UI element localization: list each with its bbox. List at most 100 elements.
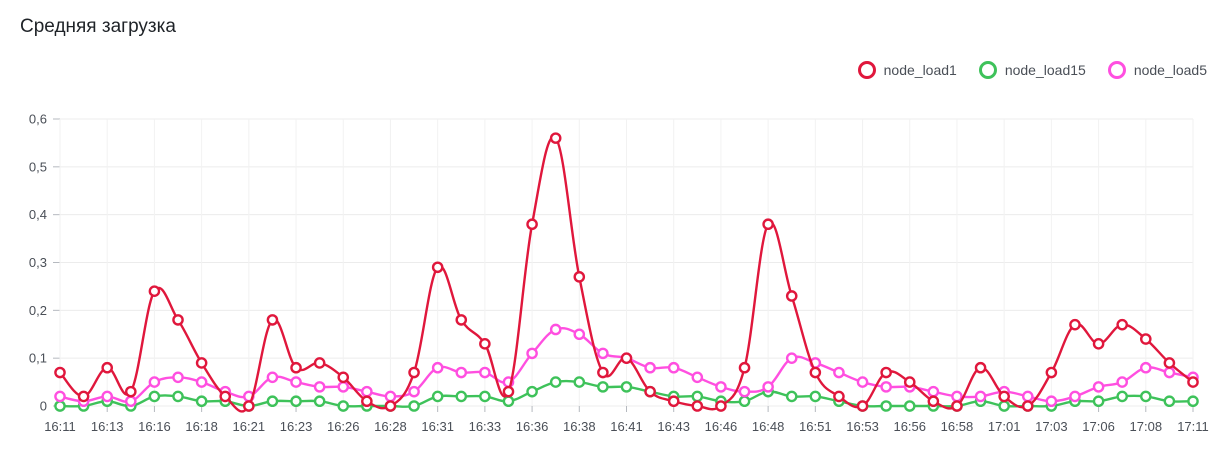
x-tick-label: 17:03 bbox=[1035, 419, 1068, 434]
x-tick-label: 16:56 bbox=[893, 419, 926, 434]
x-tick-label: 16:48 bbox=[752, 419, 785, 434]
x-tick-label: 16:11 bbox=[44, 419, 76, 434]
data-point-node-load5 bbox=[951, 390, 963, 403]
data-point-node-load1 bbox=[502, 385, 515, 398]
data-point-node-load5 bbox=[1139, 361, 1152, 374]
legend-item-node-load15[interactable]: node_load15 bbox=[978, 61, 1086, 79]
data-point-node-load15 bbox=[337, 400, 350, 412]
data-point-node-load5 bbox=[148, 376, 161, 388]
data-point-node-load5 bbox=[573, 328, 586, 341]
chart-title: Средняя загрузка bbox=[20, 16, 176, 37]
data-point-node-load5 bbox=[479, 366, 491, 379]
data-point-node-load1 bbox=[691, 400, 704, 412]
data-point-node-load5 bbox=[195, 376, 208, 388]
legend-marker-node-load1 bbox=[857, 61, 876, 79]
data-point-node-load1 bbox=[833, 390, 845, 403]
data-point-node-load1 bbox=[903, 376, 916, 388]
data-point-node-load1 bbox=[101, 361, 114, 374]
data-point-node-load5 bbox=[384, 390, 397, 403]
data-point-node-load1 bbox=[880, 366, 892, 379]
data-point-node-load15 bbox=[1139, 390, 1152, 403]
data-point-node-load15 bbox=[1092, 395, 1105, 408]
data-point-node-load1 bbox=[1163, 357, 1176, 369]
data-point-node-load1 bbox=[125, 385, 137, 398]
legend-label-node-load1: node_load1 bbox=[883, 62, 957, 78]
data-point-node-load5 bbox=[266, 371, 279, 384]
data-point-node-load1 bbox=[644, 385, 656, 398]
data-point-node-load1 bbox=[1092, 338, 1105, 350]
data-point-node-load1 bbox=[1021, 400, 1034, 412]
legend-label-node-load5: node_load5 bbox=[1133, 62, 1207, 78]
data-point-node-load15 bbox=[998, 400, 1010, 412]
data-point-node-load15 bbox=[54, 400, 66, 412]
data-point-node-load1 bbox=[455, 314, 468, 326]
data-point-node-load15 bbox=[903, 400, 916, 412]
series-node-load1 bbox=[54, 132, 1199, 413]
data-point-node-load1 bbox=[951, 400, 963, 412]
data-point-node-load15 bbox=[431, 390, 444, 403]
data-point-node-load15 bbox=[620, 381, 633, 393]
data-point-node-load5 bbox=[125, 395, 137, 408]
data-point-node-load1 bbox=[408, 366, 420, 379]
x-tick-label: 16:58 bbox=[941, 419, 974, 434]
data-point-node-load5 bbox=[1069, 390, 1081, 403]
y-tick-label: 0,2 bbox=[29, 303, 47, 318]
grid bbox=[53, 118, 1194, 412]
x-tick-label: 16:13 bbox=[91, 419, 124, 434]
data-point-node-load1 bbox=[998, 390, 1010, 403]
data-point-node-load5 bbox=[408, 385, 420, 398]
data-point-node-load15 bbox=[479, 390, 491, 403]
legend-item-node-load5[interactable]: node_load5 bbox=[1107, 61, 1207, 79]
x-tick-label: 16:41 bbox=[610, 419, 643, 434]
x-tick-label: 16:46 bbox=[705, 419, 738, 434]
legend-marker-node-load15 bbox=[978, 61, 997, 79]
data-point-node-load5 bbox=[549, 323, 562, 336]
legend-label-node-load15: node_load15 bbox=[1004, 62, 1086, 78]
data-point-node-load1 bbox=[1187, 376, 1199, 388]
data-point-node-load15 bbox=[455, 390, 468, 403]
data-point-node-load15 bbox=[408, 400, 420, 412]
data-point-node-load1 bbox=[384, 400, 397, 412]
data-point-node-load15 bbox=[313, 395, 326, 408]
data-point-node-load5 bbox=[691, 371, 704, 384]
x-tick-label: 17:01 bbox=[988, 419, 1021, 434]
data-point-node-load15 bbox=[809, 390, 822, 403]
data-point-node-load5 bbox=[667, 361, 680, 374]
x-tick-label: 16:33 bbox=[469, 419, 502, 434]
data-point-node-load1 bbox=[597, 366, 609, 379]
x-tick-label: 16:31 bbox=[421, 419, 454, 434]
data-point-node-load1 bbox=[667, 395, 680, 408]
data-point-node-load1 bbox=[195, 357, 208, 369]
x-tick-label: 17:11 bbox=[1177, 419, 1209, 434]
data-point-node-load15 bbox=[597, 381, 609, 393]
data-point-node-load15 bbox=[526, 385, 538, 398]
legend-marker-node-load5 bbox=[1107, 61, 1126, 79]
data-point-node-load1 bbox=[974, 361, 987, 374]
data-point-node-load15 bbox=[738, 395, 751, 408]
data-point-node-load1 bbox=[1045, 366, 1058, 379]
data-point-node-load5 bbox=[974, 390, 987, 403]
data-point-node-load1 bbox=[148, 285, 161, 298]
data-point-node-load5 bbox=[54, 390, 66, 403]
data-point-node-load1 bbox=[526, 218, 538, 231]
data-point-node-load15 bbox=[880, 400, 892, 412]
data-point-node-load5 bbox=[833, 366, 845, 379]
x-tick-label: 16:21 bbox=[233, 419, 266, 434]
data-point-node-load1 bbox=[77, 390, 90, 403]
data-point-node-load5 bbox=[762, 381, 774, 393]
x-tick-label: 16:43 bbox=[657, 419, 690, 434]
data-point-node-load5 bbox=[1045, 395, 1058, 408]
y-tick-label: 0,5 bbox=[29, 159, 47, 174]
data-point-node-load5 bbox=[856, 376, 869, 388]
data-point-node-load15 bbox=[502, 395, 515, 408]
data-point-node-load5 bbox=[361, 385, 373, 398]
x-tick-label: 16:16 bbox=[138, 419, 171, 434]
data-point-node-load5 bbox=[1021, 390, 1034, 403]
x-tick-label: 17:06 bbox=[1082, 419, 1115, 434]
data-point-node-load1 bbox=[219, 390, 232, 403]
legend: node_load1 node_load15 node_load5 bbox=[857, 61, 1207, 79]
data-point-node-load15 bbox=[172, 390, 184, 403]
x-tick-label: 16:28 bbox=[374, 419, 407, 434]
legend-item-node-load1[interactable]: node_load1 bbox=[857, 61, 957, 79]
data-point-node-load15 bbox=[1163, 395, 1176, 408]
